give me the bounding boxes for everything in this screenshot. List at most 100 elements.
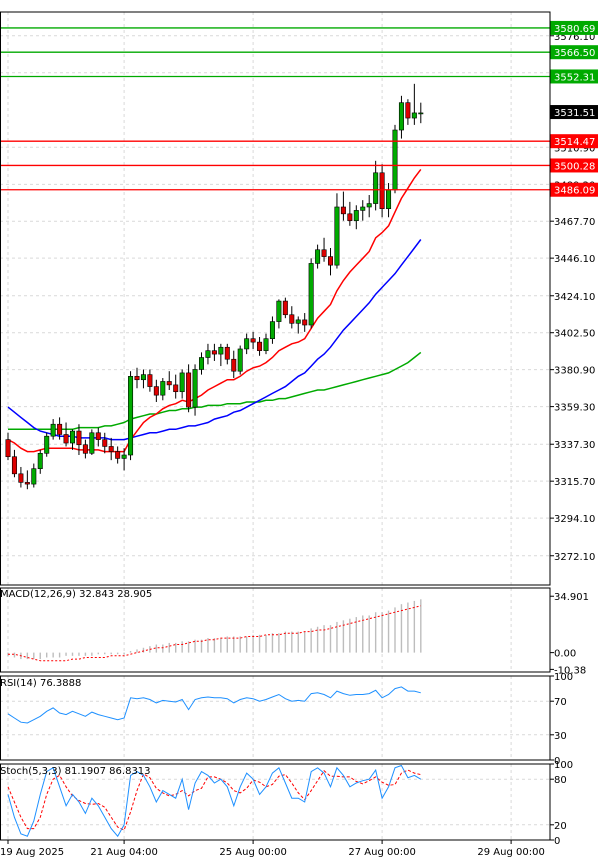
rsi-line — [7, 686, 421, 724]
stoch-tick-label: 100 — [554, 760, 573, 771]
candle-up — [44, 435, 50, 454]
stoch-tick-label: 80 — [554, 775, 567, 786]
candle-down — [24, 482, 30, 485]
candle-up — [31, 468, 37, 485]
candle-down — [57, 423, 63, 435]
panel-frame — [0, 11, 551, 586]
candle-down — [340, 206, 346, 215]
candle-down — [321, 249, 327, 257]
current-price-tag — [550, 105, 598, 120]
candle-down — [224, 346, 230, 360]
stoch-tick-label: 20 — [554, 821, 567, 832]
candle-up — [392, 129, 398, 191]
candle-up — [37, 452, 43, 469]
candle-down — [95, 432, 101, 440]
current-price-label: 3531.51 — [554, 108, 595, 119]
price-tick-label: 3402.50 — [554, 329, 595, 340]
rsi-tick-label: 100 — [554, 672, 573, 683]
support-level-tag — [550, 158, 598, 173]
rsi-label: RSI(14) 76.3888 — [0, 678, 81, 689]
candle-up — [192, 369, 198, 408]
candle-up — [160, 381, 166, 396]
candle-down — [102, 439, 108, 447]
resistance-level-label: 3552.31 — [554, 72, 595, 83]
candle-up — [89, 432, 95, 454]
candle-down — [282, 300, 288, 316]
candle-up — [128, 376, 134, 456]
candle-up — [121, 454, 127, 459]
price-tick-label: 3380.90 — [554, 366, 595, 377]
macd-tick-label: -10.38 — [554, 665, 586, 676]
candle-up — [315, 249, 321, 264]
candle-down — [231, 358, 237, 372]
candle-down — [289, 314, 295, 324]
candle-down — [379, 172, 385, 210]
macd-tick-label: 0.00 — [554, 649, 576, 660]
candle-down — [153, 386, 159, 396]
candle-up — [373, 172, 379, 204]
candle-up — [366, 203, 372, 208]
resistance-level-label: 3580.69 — [554, 24, 595, 35]
candle-up — [70, 430, 76, 444]
price-panel — [0, 27, 550, 490]
support-level-tag — [550, 134, 598, 149]
candle-down — [347, 213, 353, 221]
candle-up — [179, 372, 185, 393]
stoch-main-line — [7, 764, 422, 838]
macd-signal-line — [8, 605, 421, 662]
candle-up — [398, 102, 404, 131]
candle-down — [211, 350, 217, 355]
candle-up — [360, 206, 366, 211]
candle-down — [250, 338, 256, 343]
axes-layer: 3272.10 3294.10 3315.70 3337.30 3359.30 3380.… — [0, 11, 598, 858]
price-tick-label: 3446.10 — [554, 254, 595, 265]
candle-down — [18, 473, 24, 483]
rsi-tick-label: 30 — [554, 731, 567, 742]
candle-up — [199, 357, 205, 370]
support-level-label: 3500.28 — [554, 161, 595, 172]
resistance-level-tag — [550, 45, 598, 60]
panel-frame — [0, 763, 551, 841]
candle-down — [302, 319, 308, 326]
candle-down — [5, 439, 11, 458]
candle-up — [295, 319, 301, 324]
panel-frame — [0, 587, 551, 673]
grid-layer — [0, 12, 550, 840]
support-level-tag — [550, 182, 598, 197]
stoch-tick-label: 0 — [554, 836, 560, 847]
candle-down — [115, 451, 121, 459]
candle-up — [244, 338, 250, 350]
price-tick-label: 3424.10 — [554, 292, 595, 303]
ma-mid-line — [7, 239, 422, 441]
macd-label: MACD(12,26,9) 32.843 28.905 — [0, 589, 152, 600]
candle-down — [405, 102, 411, 119]
candle-up — [237, 348, 243, 372]
candle-down — [134, 376, 140, 381]
candle-up — [140, 374, 146, 381]
time-tick-label: 29 Aug 00:00 — [477, 847, 544, 858]
panel-frame — [0, 675, 551, 761]
resistance-level-tag — [550, 20, 598, 35]
resistance-level-label: 3566.50 — [554, 48, 595, 59]
ma-slow-line — [8, 351, 422, 431]
candle-up — [218, 346, 224, 355]
candle-down — [327, 256, 333, 266]
rsi-tick-label: 0 — [554, 756, 560, 767]
stoch-panel: Stoch(5,3,3) 81.1907 86.8313 — [0, 764, 422, 838]
price-tick-label: 3510.90 — [554, 143, 595, 154]
price-tick-label: 3576.10 — [554, 32, 595, 43]
price-tick-label: 3315.70 — [554, 477, 595, 488]
time-tick-label: 27 Aug 00:00 — [348, 847, 415, 858]
candle-up — [411, 112, 417, 119]
candle-down — [11, 456, 17, 475]
candle-up — [276, 300, 282, 322]
candle-down — [76, 430, 82, 446]
candle-down — [108, 446, 114, 452]
support-level-label: 3514.47 — [554, 137, 595, 148]
candle-up — [418, 112, 424, 115]
time-tick-label: 21 Aug 04:00 — [90, 847, 157, 858]
candle-up — [263, 338, 269, 351]
candle-up — [205, 350, 211, 358]
time-tick-label: 19 Aug 2025 — [0, 847, 64, 858]
